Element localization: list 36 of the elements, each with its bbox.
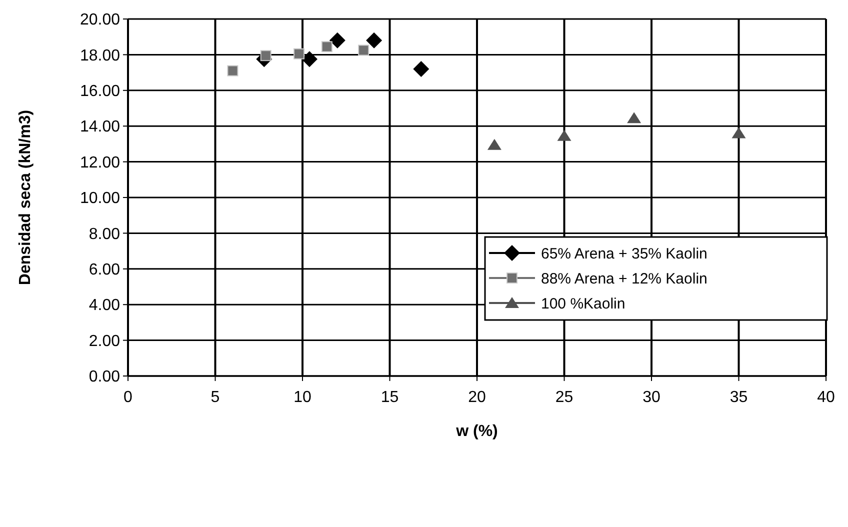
point [227,65,238,76]
y-tick-label: 6.00 [88,262,120,278]
x-axis-title: w (%) [455,423,498,440]
y-tick-label: 12.00 [80,154,120,172]
y-tick-label: 2.00 [88,332,120,350]
x-tick-label: 30 [642,389,660,406]
y-tick-label: 14.00 [80,118,120,136]
point [627,112,642,124]
x-tick-label: 5 [210,389,220,406]
x-tick-label: 10 [294,389,312,406]
point [329,32,346,48]
x-tick-label: 15 [380,389,399,406]
x-tick-label: 20 [468,389,486,406]
point [366,32,382,48]
y-tick-label: 0.00 [88,368,120,386]
point [321,41,332,52]
point [413,60,430,77]
x-tick-label: 35 [730,389,748,406]
point [487,138,502,150]
y-tick-label: 20.00 [80,12,120,29]
point [557,130,572,141]
y-tick-label: 18.00 [80,47,120,64]
point [358,44,370,56]
y-tick-label: 10.00 [80,190,120,208]
y-tick-label: 4.00 [88,297,120,314]
point [732,127,746,138]
legend-label: 88% Arena + 12% Kaolin [541,270,708,288]
x-tick-label: 25 [555,389,574,406]
legend-label: 65% Arena + 35% Kaolin [541,245,708,262]
y-tick-label: 16.00 [80,83,120,100]
legend-label: 100 %Kaolin [541,295,626,312]
point [294,48,305,60]
x-tick-label: 0 [124,389,133,406]
x-tick-label: 40 [817,389,835,406]
y-tick-label: 8.00 [88,226,120,243]
y-axis-title: Densidad seca (kN/m3) [17,110,34,286]
